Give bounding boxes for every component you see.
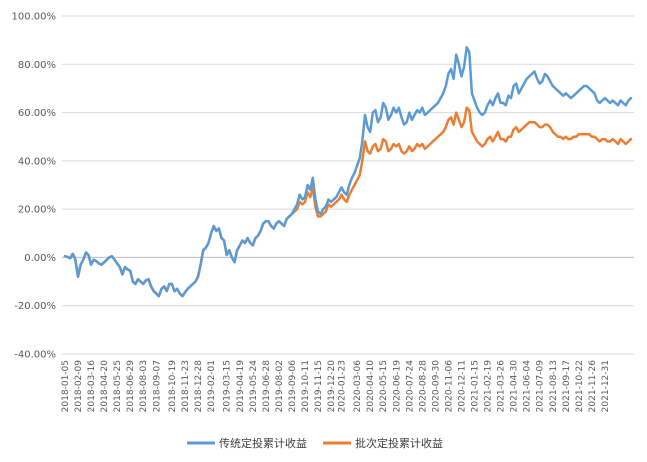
legend: 传统定投累计收益 批次定投累计收益 <box>187 436 443 450</box>
y-tick-label: -20.00% <box>14 301 56 312</box>
x-tick-label: 2021-04-30 <box>510 360 520 413</box>
x-tick-label: 2020-03-06 <box>353 360 363 413</box>
y-tick-label: 60.00% <box>18 108 56 119</box>
x-tick-label: 2021-08-13 <box>549 360 559 412</box>
x-tick-label: 2021-07-09 <box>536 360 546 413</box>
x-tick-label: 2020-01-23 <box>337 360 347 412</box>
y-tick-label: 40.00% <box>18 156 56 167</box>
x-tick-label: 2020-08-28 <box>418 360 428 413</box>
y-tick-label: -40.00% <box>14 350 56 361</box>
x-tick-label: 2019-10-11 <box>301 360 311 412</box>
x-tick-label: 2019-08-02 <box>275 360 285 412</box>
x-axis-ticks: 2018-01-05 2018-02-09 2018-03-16 2018-04-20… <box>61 360 611 413</box>
x-tick-label: 2019-09-06 <box>288 360 298 413</box>
x-tick-label: 2018-09-07 <box>152 360 162 412</box>
x-tick-label: 2020-11-06 <box>444 360 454 413</box>
y-tick-label: 0.00% <box>24 253 56 264</box>
x-tick-label: 2020-09-30 <box>431 360 441 413</box>
x-tick-label: 2018-01-05 <box>61 360 71 412</box>
x-tick-label: 2019-03-15 <box>223 360 233 412</box>
x-tick-label: 2021-03-26 <box>497 360 507 413</box>
x-tick-label: 2018-04-20 <box>100 360 110 413</box>
x-tick-label: 2018-08-03 <box>139 360 149 412</box>
x-tick-label: 2021-01-15 <box>471 360 481 412</box>
series-line <box>63 106 633 298</box>
y-tick-label: 20.00% <box>18 205 56 216</box>
x-tick-label: 2021-11-26 <box>588 360 598 413</box>
y-axis-ticks: -40.00% -20.00% 0.00% 20.00% 40.00% 60.00% 80.… <box>12 12 57 361</box>
x-tick-label: 2018-06-29 <box>126 360 136 413</box>
x-tick-label: 2019-06-28 <box>262 360 272 413</box>
legend-label: 传统定投累计收益 <box>219 436 307 450</box>
y-tick-label: 80.00% <box>18 60 56 71</box>
x-tick-label: 2018-11-23 <box>181 360 191 412</box>
series-line <box>63 46 633 298</box>
x-tick-label: 2018-05-25 <box>113 360 123 412</box>
x-tick-label: 2021-06-04 <box>523 360 533 413</box>
x-tick-label: 2020-06-19 <box>392 360 402 413</box>
x-tick-label: 2019-02-01 <box>207 360 217 412</box>
x-tick-label: 2020-05-15 <box>379 360 389 412</box>
x-tick-label: 2019-05-24 <box>249 360 259 413</box>
x-tick-label: 2020-07-24 <box>405 360 415 413</box>
x-tick-label: 2019-12-20 <box>327 360 337 413</box>
x-tick-label: 2021-10-22 <box>575 360 585 412</box>
y-tick-label: 100.00% <box>12 12 57 23</box>
x-tick-label: 2021-02-19 <box>484 360 494 413</box>
x-tick-label: 2021-12-31 <box>601 360 611 412</box>
x-tick-label: 2018-02-09 <box>74 360 84 413</box>
x-tick-label: 2018-12-28 <box>194 360 204 413</box>
x-tick-label: 2018-03-16 <box>87 360 97 413</box>
legend-label: 批次定投累计收益 <box>355 436 443 450</box>
x-tick-label: 2021-09-17 <box>562 360 572 412</box>
x-tick-label: 2020-04-10 <box>366 360 376 413</box>
x-tick-label: 2019-11-15 <box>314 360 324 412</box>
grid-lines <box>62 15 634 355</box>
x-tick-label: 2019-04-19 <box>236 360 246 413</box>
series-lines <box>63 46 633 298</box>
x-tick-label: 2020-12-11 <box>457 360 467 412</box>
x-tick-label: 2018-10-19 <box>168 360 178 413</box>
